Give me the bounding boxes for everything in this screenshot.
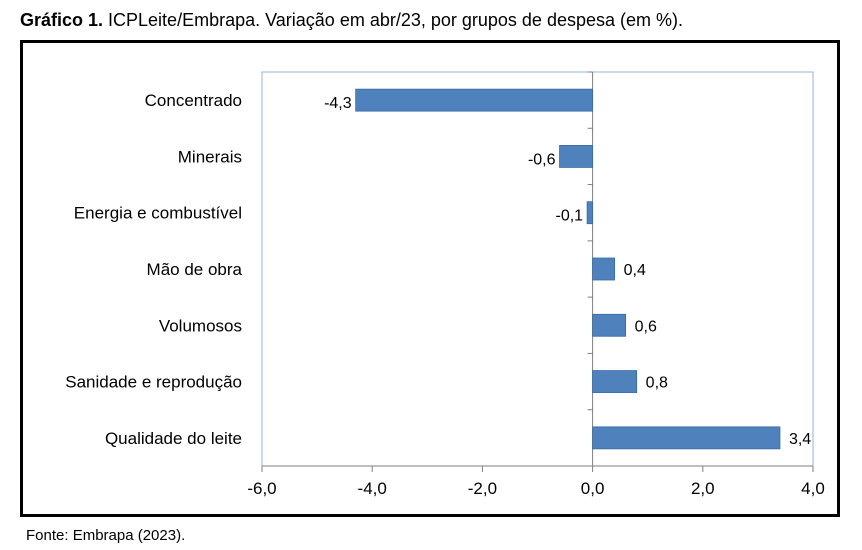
x-tick-label: 2,0 [691, 479, 715, 498]
data-label: 0,8 [646, 375, 668, 392]
source-note: Fonte: Embrapa (2023). [26, 527, 186, 544]
category-label: Sanidade e reprodução [65, 373, 242, 392]
category-label: Concentrado [145, 91, 242, 110]
bar [592, 426, 781, 450]
bar [586, 201, 594, 225]
chart-caption: Gráfico 1. ICPLeite/Embrapa. Variação em… [20, 10, 683, 31]
data-label: 3,4 [789, 431, 811, 448]
x-tick-label: -4,0 [358, 479, 387, 498]
data-label: -4,3 [324, 95, 352, 112]
bar [592, 257, 616, 281]
data-label: 0,4 [624, 262, 646, 279]
category-label: Qualidade do leite [105, 429, 242, 448]
x-tick-label: -6,0 [247, 479, 276, 498]
data-label: 0,6 [635, 318, 657, 335]
category-label: Minerais [178, 147, 242, 166]
x-tick-label: -2,0 [468, 479, 497, 498]
category-label: Mão de obra [147, 260, 243, 279]
caption-text: ICPLeite/Embrapa. Variação em abr/23, po… [103, 10, 683, 30]
x-tick-label: 0,0 [581, 479, 605, 498]
caption-label: Gráfico 1. [20, 10, 104, 30]
plot-area [261, 71, 814, 467]
chart-frame: -6,0 -4,0 -2,0 0,0 2,0 4,0 Concentrado -4,3 Mine… [20, 40, 840, 517]
category-label: Volumosos [159, 316, 242, 335]
bar [592, 370, 638, 393]
data-label: -0,6 [528, 151, 556, 168]
bar [559, 145, 593, 168]
bar-chart: -6,0 -4,0 -2,0 0,0 2,0 4,0 Concentrado -4,3 Mine… [65, 71, 825, 498]
category-label: Energia e combustível [74, 204, 242, 223]
data-label: -0,1 [556, 208, 584, 225]
bar [592, 313, 627, 337]
x-tick-label: 4,0 [801, 479, 825, 498]
bar [355, 88, 594, 112]
